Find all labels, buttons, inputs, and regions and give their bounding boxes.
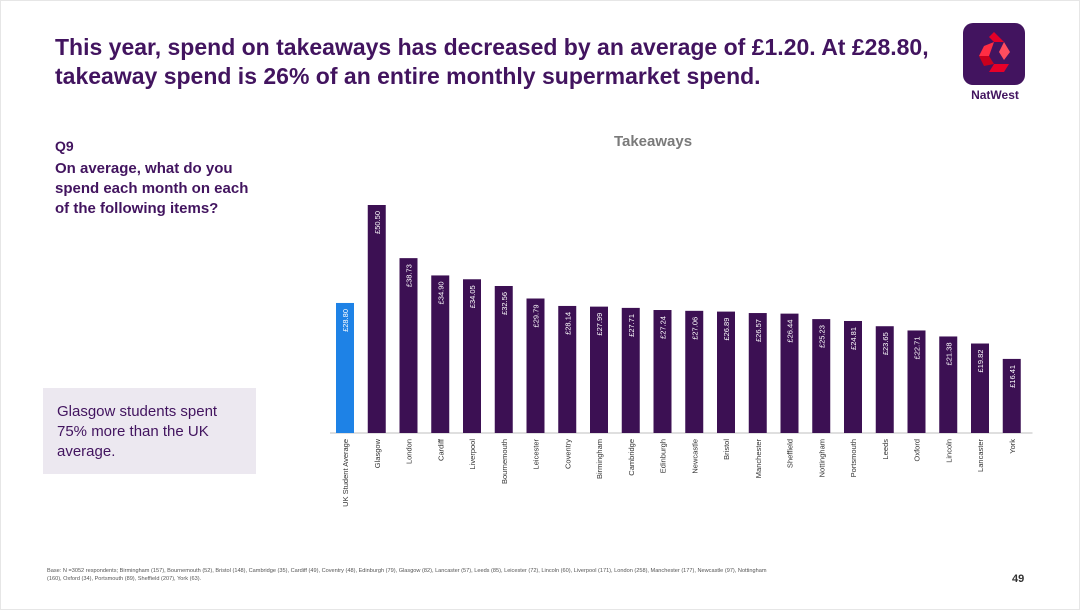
category-label: Edinburgh [659,439,668,473]
category-label: Nottingham [817,439,826,477]
category-label: Lancaster [976,438,985,471]
data-label: £27.99 [595,313,604,336]
data-label: £50.50 [373,211,382,234]
data-label: £28.14 [563,312,572,335]
category-label: Sheffield [786,439,795,468]
category-label: Leeds [881,439,890,460]
category-label: London [405,439,414,464]
chart-title: Takeaways [613,133,693,150]
callout-box: Glasgow students spent 75% more than the… [43,388,256,474]
bar-newcastle [685,310,704,433]
data-label: £16.41 [1008,365,1017,388]
data-label: £26.44 [786,320,795,343]
category-label: Cambridge [627,439,636,476]
category-label: Newcastle [690,439,699,474]
data-label: £34.05 [468,285,477,308]
category-label: Cardiff [436,438,445,461]
brand-name: NatWest [971,88,1019,102]
bar-london [399,258,418,433]
category-label: Bournemouth [500,439,509,484]
bar-manchester [748,313,767,433]
data-label: £23.65 [881,332,890,355]
bar-portsmouth [844,320,862,433]
category-label: Coventry [563,439,572,469]
category-label: Lincoln [944,439,953,463]
data-label: £38.73 [405,264,414,287]
bar-york [1002,358,1021,433]
slide-title: This year, spend on takeaways has decrea… [55,34,929,89]
bar-bristol [717,311,735,433]
bar-lancaster [971,343,989,433]
bar-uk-student-average [336,302,354,433]
callout-text: Glasgow students spent 75% more than the… [57,403,218,460]
data-label: £19.82 [976,350,985,373]
bar-leicester [526,298,545,433]
bar-nottingham [812,319,831,433]
data-label: £32.56 [500,292,509,315]
category-label: Birmingham [595,439,604,479]
bar-cardiff [431,275,450,433]
data-label: £34.90 [436,281,445,304]
data-label: £27.06 [690,317,699,340]
bar-oxford [907,330,926,433]
data-label: £21.38 [944,342,953,365]
question-label: Q9 [55,138,74,154]
category-label: Leicester [532,439,541,470]
data-label: £26.89 [722,318,731,341]
data-label: £27.24 [659,316,668,339]
bar-glasgow [367,205,386,433]
natwest-logo [963,23,1025,85]
data-label: £26.57 [754,319,763,342]
bar-liverpool [463,279,481,433]
data-label: £25.23 [817,325,826,348]
data-label: £29.79 [532,305,541,328]
base-note: Base: N =3052 respondents; Birmingham (1… [47,568,767,582]
category-label: Manchester [754,439,763,479]
category-label: Liverpool [468,439,477,470]
bar-bournemouth [494,285,513,433]
page-number: 49 [1012,573,1025,585]
bar-leeds [875,326,894,433]
natwest-cubes-icon [979,32,1010,72]
category-label: UK Student Average [341,439,350,507]
bar-edinburgh [653,310,672,433]
bar-cambridge [621,307,640,433]
category-label: Bristol [722,439,731,460]
category-label: York [1008,439,1017,454]
question-text: On average, what do you spend each month… [55,160,249,217]
data-label: £22.71 [913,336,922,359]
bar-birmingham [590,306,608,433]
bar-sheffield [780,313,799,433]
data-label: £24.81 [849,327,858,350]
category-label: Oxford [913,439,922,462]
bar-lincoln [939,336,958,433]
category-label: Portsmouth [849,439,858,477]
category-label: Glasgow [373,438,382,468]
bar-coventry [558,305,577,433]
data-label: £28.80 [341,309,350,332]
data-label: £27.71 [627,314,636,337]
